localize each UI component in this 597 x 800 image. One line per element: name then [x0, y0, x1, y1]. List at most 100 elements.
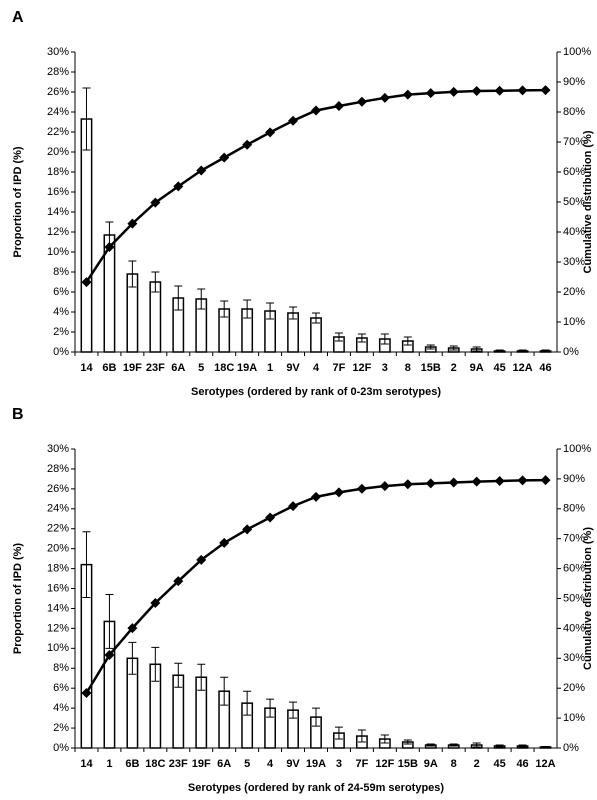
error-bar [266, 698, 275, 718]
error-bar [495, 349, 504, 353]
cumulative-marker [379, 92, 390, 103]
y-tick-label: 22% [47, 126, 69, 138]
y2-tick-label: 90% [563, 473, 585, 485]
error-bar [266, 302, 275, 320]
x-tick-label: 5 [198, 362, 204, 374]
x-tick-label: 1 [267, 362, 273, 374]
x-tick-label: 1 [106, 758, 112, 770]
cumulative-marker [265, 512, 276, 523]
cumulative-marker [494, 85, 505, 96]
y-tick-label: 30% [47, 443, 69, 455]
y2-tick-label: 20% [563, 286, 585, 298]
y-tick-label: 26% [47, 86, 69, 98]
x-tick-label: 8 [405, 362, 411, 374]
y-tick-label: 10% [47, 246, 69, 258]
x-tick-label: 45 [493, 362, 505, 374]
x-tick-label: 5 [244, 758, 250, 770]
y-tick-label: 4% [53, 306, 69, 318]
y2-tick-label: 0% [563, 346, 579, 358]
error-bar [357, 333, 366, 343]
error-bar [128, 260, 137, 288]
x-tick-label: 46 [539, 362, 551, 374]
x-tick-label: 19F [192, 758, 211, 770]
x-tick-label: 12A [535, 758, 555, 770]
cumulative-marker [311, 491, 321, 502]
x-tick-label: 46 [516, 758, 528, 770]
x-tick-label: 8 [451, 758, 457, 770]
cumulative-marker [127, 623, 138, 634]
error-bar [105, 594, 114, 649]
cumulative-marker [471, 86, 482, 96]
cumulative-marker [356, 96, 367, 107]
error-bar [380, 734, 389, 744]
bar [80, 118, 93, 353]
error-bar [197, 663, 206, 691]
x-tick-label: 12F [375, 758, 394, 770]
x-tick-label: 6A [217, 758, 231, 770]
y-tick-label: 6% [53, 682, 69, 694]
error-bar [82, 531, 91, 599]
error-bar [82, 87, 91, 151]
y-tick-label: 20% [47, 543, 69, 555]
y-axis-label: Proportion of IPD (%) [12, 543, 24, 655]
y2-axis-label: Cumulative distribution (%) [582, 527, 594, 670]
y-tick-label: 24% [47, 106, 69, 118]
error-bar [334, 726, 343, 740]
y2-tick-label: 50% [563, 592, 585, 604]
y-axis-label: Proportion of IPD (%) [12, 146, 24, 258]
y-tick-label: 4% [53, 702, 69, 714]
y2-axis-label: Cumulative distribution (%) [582, 130, 594, 273]
x-tick-label: 14 [80, 758, 93, 770]
y2-tick-label: 100% [563, 46, 591, 58]
x-tick-label: 23F [146, 362, 165, 374]
y-tick-label: 0% [53, 346, 69, 358]
cumulative-marker [448, 86, 459, 97]
y2-tick-label: 30% [563, 652, 585, 664]
y2-tick-label: 0% [563, 742, 579, 754]
y-tick-label: 30% [47, 46, 69, 58]
y-tick-label: 28% [47, 463, 69, 475]
y-tick-label: 12% [47, 226, 69, 238]
x-tick-label: 12A [512, 362, 532, 374]
x-tick-label: 14 [80, 362, 93, 374]
x-tick-label: 9A [424, 758, 438, 770]
cumulative-marker [288, 115, 299, 126]
cumulative-marker [150, 197, 161, 208]
error-bar [334, 332, 343, 342]
x-tick-label: 9V [286, 758, 300, 770]
cumulative-marker [196, 554, 207, 565]
y2-tick-label: 100% [563, 443, 591, 455]
y-tick-label: 12% [47, 622, 69, 634]
cumulative-marker [173, 576, 184, 587]
x-tick-label: 3 [336, 758, 342, 770]
y2-tick-label: 70% [563, 136, 585, 148]
cumulative-marker [540, 475, 551, 486]
error-bar [380, 333, 389, 345]
error-bar [312, 312, 320, 324]
error-bar [495, 744, 504, 748]
y2-tick-label: 20% [563, 682, 585, 694]
y2-tick-label: 40% [563, 622, 585, 634]
error-bar [518, 349, 527, 353]
x-tick-label: 3 [382, 362, 388, 374]
y-tick-label: 8% [53, 662, 69, 674]
cumulative-marker [517, 85, 528, 96]
x-tick-label: 7F [355, 758, 368, 770]
cumulative-marker [104, 650, 115, 661]
y-tick-label: 2% [53, 722, 69, 734]
y-tick-label: 20% [47, 146, 69, 158]
error-bar [518, 744, 527, 748]
cumulative-marker [219, 537, 230, 548]
y2-tick-label: 70% [563, 533, 585, 545]
error-bar [426, 344, 435, 350]
y-tick-label: 14% [47, 206, 69, 218]
y2-tick-label: 50% [563, 196, 585, 208]
cumulative-marker [81, 277, 92, 288]
y-tick-label: 24% [47, 503, 69, 515]
cumulative-marker [356, 483, 367, 494]
x-tick-label: 6B [102, 362, 116, 374]
error-bar [403, 336, 412, 346]
cumulative-marker [242, 139, 253, 150]
y-tick-label: 8% [53, 266, 69, 278]
